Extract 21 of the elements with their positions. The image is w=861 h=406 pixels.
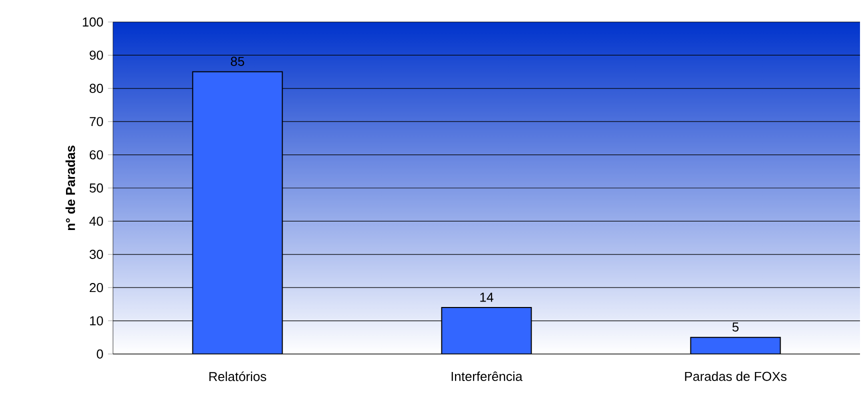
y-tick-label: 100	[82, 17, 103, 27]
bar	[192, 71, 283, 354]
y-tick-label: 90	[90, 50, 103, 60]
y-tick-label: 60	[90, 150, 103, 160]
data-label: 14	[480, 292, 494, 302]
data-label: 85	[230, 56, 244, 66]
y-tick-label: 50	[90, 183, 103, 193]
bar	[441, 307, 532, 354]
x-tick-label: Interferência	[452, 371, 522, 382]
x-tick-label: Paradas de FOXs	[685, 371, 786, 381]
y-tick-label: 80	[90, 84, 103, 93]
data-label: 5	[732, 322, 739, 332]
y-tick-label: 70	[90, 117, 103, 126]
y-tick-label: 40	[89, 216, 103, 226]
x-tick-label: Relatórios	[209, 371, 266, 382]
bar	[690, 336, 781, 354]
y-tick-label: 20	[90, 283, 103, 292]
y-tick-label: 0	[96, 349, 104, 359]
y-tick-label: 30	[90, 250, 103, 259]
y-tick-label: 10	[90, 316, 103, 326]
y-axis-title: n° de Paradas	[66, 146, 76, 230]
